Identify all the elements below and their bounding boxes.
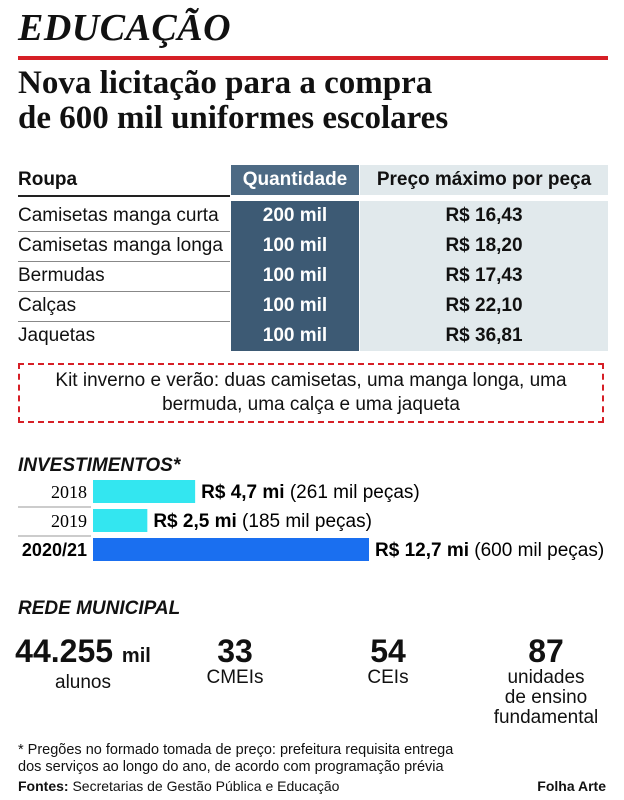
bar-value: R$ 12,7 mi — [375, 540, 469, 561]
header-roupa: Roupa — [18, 169, 78, 190]
stat-students: 44.255 mil alunos — [8, 634, 158, 693]
bar-annotation: (600 mil peças) — [469, 540, 604, 561]
stat-label: CEIs — [367, 667, 409, 688]
bar-value: R$ 2,5 mi — [153, 511, 236, 532]
stat-label: de ensino — [504, 687, 588, 708]
cell-quantidade: 100 mil — [231, 231, 359, 261]
title-rule — [18, 56, 608, 60]
stat-schools: 87 unidades de ensino fundamental — [480, 634, 612, 728]
bar — [93, 509, 148, 532]
bar — [93, 538, 369, 561]
row-divider — [18, 231, 230, 232]
uniform-price-table: Roupa Quantidade Preço máximo por peça C… — [18, 165, 608, 351]
kit-line-1: Kit inverno e verão: duas camisetas, uma… — [55, 370, 567, 391]
stat-value: 44.255 mil — [8, 634, 158, 673]
footnote: * Pregões no formado tomada de preço: pr… — [18, 742, 608, 776]
bar-value-label: R$ 2,5 mi (185 mil peças) — [153, 511, 372, 532]
row-divider — [18, 261, 230, 262]
kit-description-box: Kit inverno e verão: duas camisetas, uma… — [18, 363, 604, 423]
row-divider — [18, 321, 230, 322]
cell-roupa: Calças — [18, 295, 77, 316]
cell-preco: R$ 22,10 — [360, 291, 608, 321]
section-title: EDUCAÇÃO — [18, 7, 232, 49]
cell-roupa: Camisetas manga longa — [18, 235, 223, 256]
cell-preco: R$ 16,43 — [360, 201, 608, 231]
table-row: Calças 100 mil R$ 22,10 — [18, 291, 608, 321]
stat-label: unidades — [507, 667, 585, 688]
footnote-line-1: * Pregões no formado tomada de preço: pr… — [18, 742, 454, 758]
cell-roupa: Jaquetas — [18, 325, 96, 346]
headline: Nova licitação para a compra de 600 mil … — [18, 66, 608, 136]
footnote-line-2: dos serviços ao longo do ano, de acordo … — [18, 759, 444, 775]
sources-label: Fontes: — [18, 778, 69, 794]
investments-title: INVESTIMENTOS* — [18, 455, 181, 476]
sources: Fontes: Secretarias de Gestão Pública e … — [18, 778, 339, 794]
table-row: Bermudas 100 mil R$ 17,43 — [18, 261, 608, 291]
headline-line-2: de 600 mil uniformes escolares — [18, 100, 449, 136]
sources-text: Secretarias de Gestão Pública e Educação — [68, 778, 340, 794]
bar-annotation: (185 mil peças) — [237, 511, 372, 532]
bar-category-label: 2019 — [51, 511, 87, 531]
cell-quantidade: 100 mil — [231, 291, 359, 321]
bar-category-label: 2020/21 — [22, 540, 87, 560]
cell-quantidade: 100 mil — [231, 261, 359, 291]
stat-value: 33 — [217, 633, 253, 669]
stat-unit: mil — [121, 645, 151, 667]
investments-bar-chart: 2018 R$ 4,7 mi (261 mil peças) 2019 R$ 2,5 … — [18, 480, 604, 561]
stat-number: 44.255 — [15, 633, 114, 669]
bar-value-label: R$ 4,7 mi (261 mil peças) — [201, 482, 420, 503]
credit: Folha Arte — [537, 778, 606, 794]
cell-quantidade: 100 mil — [231, 321, 359, 351]
cell-preco: R$ 17,43 — [360, 261, 608, 291]
stat-ceis: 54 CEIs — [338, 634, 438, 688]
bar-value: R$ 4,7 mi — [201, 482, 284, 503]
table-row: Camisetas manga curta 200 mil R$ 16,43 — [18, 201, 608, 231]
stat-label: CMEIs — [206, 667, 264, 688]
stat-value: 54 — [370, 633, 406, 669]
stat-value: 87 — [528, 633, 564, 669]
bar-annotation: (261 mil peças) — [285, 482, 420, 503]
table-row: Camisetas manga longa 100 mil R$ 18,20 — [18, 231, 608, 261]
header-quantidade: Quantidade — [231, 165, 359, 195]
stat-cmeis: 33 CMEIs — [180, 634, 290, 688]
kit-line-2: bermuda, uma calça e uma jaqueta — [162, 394, 460, 415]
stat-label: fundamental — [493, 707, 599, 728]
bar — [93, 480, 196, 503]
bar-value-label: R$ 12,7 mi (600 mil peças) — [375, 540, 604, 561]
network-title: REDE MUNICIPAL — [18, 598, 181, 619]
table-header-rule — [18, 195, 230, 197]
cell-preco: R$ 36,81 — [360, 321, 608, 351]
headline-line-1: Nova licitação para a compra — [18, 65, 433, 101]
table-header-row: Roupa Quantidade Preço máximo por peça — [18, 165, 608, 195]
cell-quantidade: 200 mil — [231, 201, 359, 231]
cell-preco: R$ 18,20 — [360, 231, 608, 261]
row-divider — [18, 291, 230, 292]
cell-roupa: Bermudas — [18, 265, 105, 286]
bar-category-label: 2018 — [51, 482, 87, 502]
cell-roupa: Camisetas manga curta — [18, 205, 219, 226]
table-row: Jaquetas 100 mil R$ 36,81 — [18, 321, 608, 351]
stat-label: alunos — [55, 672, 111, 693]
header-preco: Preço máximo por peça — [360, 165, 608, 195]
